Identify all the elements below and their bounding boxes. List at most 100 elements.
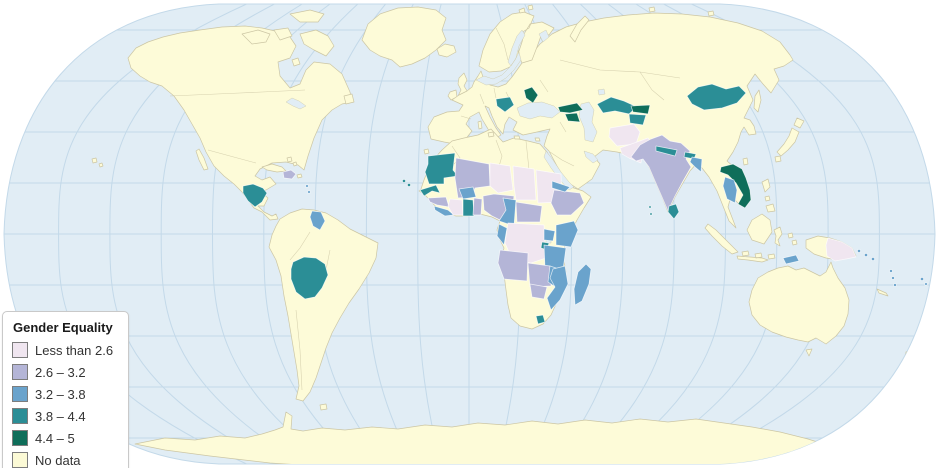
legend: Gender Equality Less than 2.6 2.6 – 3.2 … xyxy=(2,311,129,468)
country-zimbabwe[interactable] xyxy=(529,283,548,300)
country-ethiopia[interactable] xyxy=(550,189,585,216)
country-georgia[interactable] xyxy=(557,102,584,114)
legend-item: Less than 2.6 xyxy=(12,342,116,358)
country-car[interactable] xyxy=(515,201,543,223)
legend-label: No data xyxy=(35,452,81,468)
country-haiti-dr[interactable] xyxy=(282,169,297,180)
country-ivory[interactable] xyxy=(447,198,464,216)
country-eritrea[interactable] xyxy=(551,180,571,193)
red-sea xyxy=(543,150,575,191)
country-tajikistan[interactable] xyxy=(628,113,647,126)
legend-item: 2.6 – 3.2 xyxy=(12,364,116,380)
legend-label: Less than 2.6 xyxy=(35,342,114,358)
legend-swatch-nodata xyxy=(12,452,28,468)
great-lakes xyxy=(285,97,307,110)
country-guyana[interactable] xyxy=(309,210,326,231)
country-guinea[interactable] xyxy=(427,196,450,208)
country-togo-benin[interactable] xyxy=(472,197,483,216)
country-cape-verde[interactable] xyxy=(402,179,406,183)
landmass-indonesia xyxy=(704,213,798,263)
aral-sea xyxy=(597,88,606,96)
country-timor[interactable] xyxy=(782,254,800,265)
country-maldives[interactable] xyxy=(649,212,653,216)
country-solomon[interactable] xyxy=(857,249,861,253)
country-vanuatu[interactable] xyxy=(891,276,895,280)
country-ghana[interactable] xyxy=(462,198,475,217)
country-solomon[interactable] xyxy=(871,257,875,261)
legend-item: 3.8 – 4.4 xyxy=(12,408,116,424)
country-zambia[interactable] xyxy=(527,262,552,288)
country-bangladesh[interactable] xyxy=(689,156,703,173)
landmass-antarctica xyxy=(134,411,831,464)
country-sri-lanka[interactable] xyxy=(667,203,680,220)
landmass-south-america xyxy=(268,208,379,402)
country-cape-verde[interactable] xyxy=(407,183,411,187)
country-chad[interactable] xyxy=(512,165,537,201)
caspian-sea xyxy=(578,101,598,143)
legend-swatch-c4 xyxy=(12,408,28,424)
persian-gulf xyxy=(583,150,599,164)
black-sea xyxy=(516,101,561,120)
legend-item: No data xyxy=(12,452,116,468)
white-sea xyxy=(538,29,550,43)
country-cameroon[interactable] xyxy=(498,197,517,227)
country-lesotho[interactable] xyxy=(535,314,546,325)
legend-label: 4.4 – 5 xyxy=(35,430,75,446)
misc-islands-west xyxy=(91,4,715,411)
country-png[interactable] xyxy=(825,237,857,262)
landmass-iceland xyxy=(436,43,457,58)
legend-item: 4.4 – 5 xyxy=(12,430,116,446)
seas xyxy=(285,29,606,244)
legend-item: 3.2 – 3.8 xyxy=(12,386,116,402)
country-sl-liberia[interactable] xyxy=(433,205,455,217)
country-niger[interactable] xyxy=(489,162,514,194)
country-vietnam[interactable] xyxy=(719,163,752,209)
country-uganda[interactable] xyxy=(543,228,556,242)
country-honduras-nicaragua[interactable] xyxy=(242,183,268,208)
country-senegal[interactable] xyxy=(419,184,441,197)
country-mongolia[interactable] xyxy=(686,83,747,111)
country-vanuatu[interactable] xyxy=(893,283,897,287)
landmass-baja xyxy=(195,148,209,171)
country-fiji[interactable] xyxy=(924,282,928,286)
country-bosnia[interactable] xyxy=(495,96,515,113)
country-congo[interactable] xyxy=(496,223,508,246)
landmass-philippines xyxy=(761,178,776,213)
country-antilles[interactable] xyxy=(307,190,311,194)
country-nepal[interactable] xyxy=(655,145,678,157)
country-mauritania[interactable] xyxy=(424,152,459,185)
baltic-sea xyxy=(475,29,526,86)
country-vanuatu[interactable] xyxy=(889,269,893,273)
legend-label: 3.2 – 3.8 xyxy=(35,386,86,402)
legend-swatch-c1 xyxy=(12,342,28,358)
country-mozambique[interactable] xyxy=(546,265,569,311)
legend-swatch-c2 xyxy=(12,364,28,380)
country-fiji[interactable] xyxy=(920,277,924,281)
landmass-australia xyxy=(748,261,850,357)
country-solomon[interactable] xyxy=(864,253,868,257)
arctic-islands xyxy=(241,9,355,105)
country-kyrgyzstan[interactable] xyxy=(630,104,651,115)
landmass-japan xyxy=(774,117,805,163)
country-moldova[interactable] xyxy=(523,86,539,104)
country-kenya[interactable] xyxy=(555,220,579,248)
country-armenia[interactable] xyxy=(564,112,581,123)
landmass-north-america xyxy=(127,25,353,221)
country-burkina[interactable] xyxy=(458,186,477,200)
legend-swatch-c5 xyxy=(12,430,28,446)
country-maldives[interactable] xyxy=(648,205,652,209)
legend-label: 2.6 – 3.2 xyxy=(35,364,86,380)
borders xyxy=(169,27,681,391)
country-bolivia[interactable] xyxy=(290,256,329,300)
landmass-greenland xyxy=(361,6,447,68)
country-angola[interactable] xyxy=(497,249,529,282)
country-cambodia[interactable] xyxy=(722,176,738,204)
legend-swatch-c3 xyxy=(12,386,28,402)
country-madagascar[interactable] xyxy=(573,263,592,306)
legend-title: Gender Equality xyxy=(13,320,113,335)
countries xyxy=(242,83,928,325)
country-antilles[interactable] xyxy=(305,184,309,188)
legend-label: 3.8 – 4.4 xyxy=(35,408,86,424)
